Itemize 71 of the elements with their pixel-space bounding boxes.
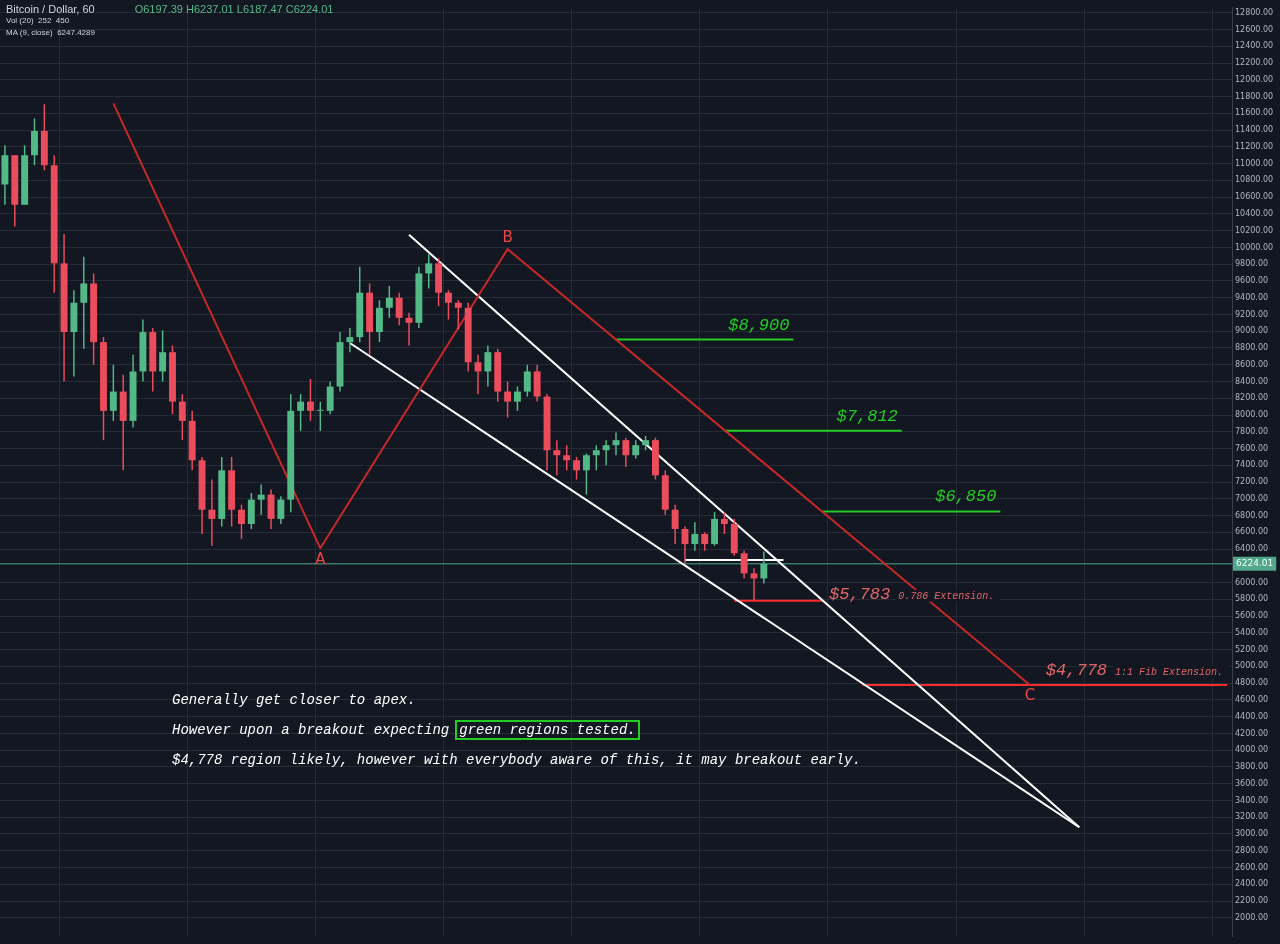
annotation: MA (9, close) 6247.4289 [6, 27, 96, 39]
y-tick-label: 11200.00 [1235, 141, 1274, 151]
y-tick-label: 10000.00 [1235, 242, 1274, 252]
y-tick-label: 11000.00 [1235, 158, 1274, 168]
y-tick-label: 6400.00 [1235, 544, 1269, 554]
annotation: green regions tested. [455, 720, 640, 740]
series-label: $8,900 [728, 315, 790, 335]
y-tick-label: 10600.00 [1235, 192, 1274, 202]
y-tick-label: 8000.00 [1235, 410, 1269, 420]
y-tick-label: 12400.00 [1235, 41, 1274, 51]
y-tick-label: 9000.00 [1235, 326, 1269, 336]
y-tick-label: 2400.00 [1235, 879, 1269, 889]
y-tick-label: 6000.00 [1235, 577, 1269, 587]
y-tick-label: 9200.00 [1235, 309, 1269, 319]
y-tick-label: 5200.00 [1235, 644, 1269, 654]
series-label: $6,850 [935, 487, 997, 507]
annotation: B [502, 227, 513, 246]
y-tick-label: 7800.00 [1235, 426, 1269, 436]
y-tick-label: 7600.00 [1235, 443, 1269, 453]
y-tick-label: 12800.00 [1235, 7, 1274, 17]
y-tick-label: 3800.00 [1235, 762, 1269, 772]
y-tick-label: 11400.00 [1235, 125, 1274, 135]
y-tick-label: 8600.00 [1235, 359, 1269, 369]
y-tick-label: 9800.00 [1235, 259, 1269, 269]
y-tick-label: 12600.00 [1235, 24, 1274, 34]
y-tick-label: 5000.00 [1235, 661, 1269, 671]
y-tick-label: 4400.00 [1235, 711, 1269, 721]
y-tick-label: 4600.00 [1235, 694, 1269, 704]
y-tick-label: 7000.00 [1235, 493, 1269, 503]
y-tick-label: 5600.00 [1235, 611, 1269, 621]
series-label: $5,783 0.786 Extension. [828, 584, 995, 604]
y-tick-label: 3200.00 [1235, 812, 1269, 822]
y-tick-label: 7400.00 [1235, 460, 1269, 470]
y-tick-label: 2000.00 [1235, 912, 1269, 922]
annotation: $4,778 region likely, however with everybody aware of this, it may breakout early. [172, 752, 861, 768]
ref-line-label: 6224.01 [1236, 558, 1274, 569]
y-tick-label: 9600.00 [1235, 276, 1269, 286]
y-tick-label: 12200.00 [1235, 58, 1274, 68]
y-tick-label: 2800.00 [1235, 845, 1269, 855]
y-tick-label: 10400.00 [1235, 209, 1274, 218]
chart-title: Bitcoin / Dollar, 60 [6, 3, 95, 15]
y-tick-label: 8400.00 [1235, 376, 1269, 386]
y-tick-label: 3000.00 [1235, 829, 1269, 839]
annotation: A [315, 549, 327, 568]
series-label: $7,812 [836, 406, 898, 426]
y-tick-label: 11600.00 [1235, 108, 1274, 118]
y-tick-label: 6800.00 [1235, 510, 1269, 520]
y-tick-label: 12000.00 [1235, 74, 1274, 84]
chart-subtitle: O6197.39 H6237.01 L6187.47 C6224.01 [134, 3, 334, 15]
y-tick-label: 5400.00 [1235, 627, 1269, 637]
y-tick-label: 8800.00 [1235, 343, 1269, 353]
y-tick-label: 8200.00 [1235, 393, 1269, 403]
y-tick-label: 4000.00 [1235, 745, 1269, 755]
y-tick-label: 10800.00 [1235, 175, 1274, 185]
y-tick-label: 3400.00 [1235, 795, 1269, 805]
y-tick-label: 10200.00 [1235, 225, 1274, 235]
annotation: However upon a breakout expecting [172, 722, 450, 738]
y-tick-label: 9400.00 [1235, 292, 1269, 302]
y-tick-label: 3600.00 [1235, 778, 1269, 788]
y-tick-label: 2200.00 [1235, 896, 1269, 906]
y-tick-label: 4800.00 [1235, 678, 1269, 688]
y-tick-label: 5800.00 [1235, 594, 1269, 604]
series-label: $4,778 1:1 Fib Extension. [1045, 661, 1224, 680]
y-tick-label: 7200.00 [1235, 477, 1269, 487]
y-tick-label: 2600.00 [1235, 862, 1269, 872]
y-tick-label: 6600.00 [1235, 527, 1269, 537]
y-tick-label: 11800.00 [1235, 91, 1274, 101]
annotation: Generally get closer to apex. [172, 692, 416, 708]
annotation: C [1024, 686, 1036, 705]
annotation: Vol (20) 252 450 [6, 15, 71, 27]
y-tick-label: 4200.00 [1235, 728, 1269, 738]
